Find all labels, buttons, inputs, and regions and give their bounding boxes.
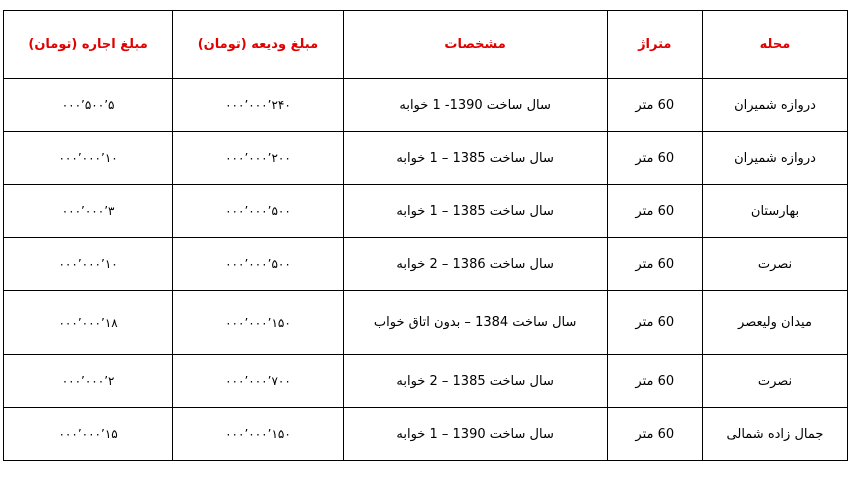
cell-deposit: ۱۵۰’۰۰۰’۰۰۰ xyxy=(172,290,344,355)
cell-deposit: ۵۰۰’۰۰۰’۰۰۰ xyxy=(172,237,344,291)
cell-deposit: ۲۴۰’۰۰۰’۰۰۰ xyxy=(172,78,344,132)
cell-deposit: ۵۰۰’۰۰۰’۰۰۰ xyxy=(172,184,344,238)
cell-area: بهارستان xyxy=(701,184,849,238)
cell-specs: سال ساخت 1390 – 1 خوابه xyxy=(342,407,608,461)
cell-specs: سال ساخت 1385 – 1 خوابه xyxy=(342,184,608,238)
cell-area: میدان ولیعصر xyxy=(701,290,849,355)
cell-size: 60 متر xyxy=(606,131,703,185)
cell-rent: ۳’۰۰۰’۰۰۰ xyxy=(2,184,174,238)
cell-deposit: ۷۰۰’۰۰۰’۰۰۰ xyxy=(172,354,344,408)
table-row: نصرت 60 متر سال ساخت 1385 – 2 خوابه ۷۰۰’۰۰۰… xyxy=(2,354,849,408)
cell-specs: سال ساخت 1390- 1 خوابه xyxy=(342,78,608,132)
table-row: دروازه شمیران 60 متر سال ساخت 1385 – 1 خوا… xyxy=(2,131,849,185)
header-rent: مبلغ اجاره (تومان) xyxy=(2,10,174,79)
cell-rent: ۱۰’۰۰۰’۰۰۰ xyxy=(2,131,174,185)
cell-rent: ۲’۰۰۰’۰۰۰ xyxy=(2,354,174,408)
cell-specs: سال ساخت 1384 – بدون اتاق خواب xyxy=(342,290,608,355)
cell-size: 60 متر xyxy=(606,407,703,461)
cell-rent: ۱۸’۰۰۰’۰۰۰ xyxy=(2,290,174,355)
cell-area: نصرت xyxy=(701,354,849,408)
cell-area: نصرت xyxy=(701,237,849,291)
cell-size: 60 متر xyxy=(606,184,703,238)
cell-specs: سال ساخت 1386 – 2 خوابه xyxy=(342,237,608,291)
cell-rent: ۵’۵۰۰’۰۰۰ xyxy=(2,78,174,132)
cell-area: دروازه شمیران xyxy=(701,131,849,185)
cell-area: دروازه شمیران xyxy=(701,78,849,132)
table-row: نصرت 60 متر سال ساخت 1386 – 2 خوابه ۵۰۰’۰۰۰… xyxy=(2,237,849,291)
cell-size: 60 متر xyxy=(606,290,703,355)
cell-size: 60 متر xyxy=(606,354,703,408)
cell-deposit: ۲۰۰’۰۰۰’۰۰۰ xyxy=(172,131,344,185)
header-specs: مشخصات xyxy=(342,10,608,79)
header-area: محله xyxy=(701,10,849,79)
cell-area: جمال زاده شمالی xyxy=(701,407,849,461)
table-row: بهارستان 60 متر سال ساخت 1385 – 1 خوابه ۵۰۰… xyxy=(2,184,849,238)
header-size: متراژ xyxy=(606,10,703,79)
rental-listings-table: محله متراژ مشخصات مبلغ ودیعه (تومان) مبل… xyxy=(2,10,849,461)
cell-specs: سال ساخت 1385 – 1 خوابه xyxy=(342,131,608,185)
cell-deposit: ۱۵۰’۰۰۰’۰۰۰ xyxy=(172,407,344,461)
cell-rent: ۱۰’۰۰۰’۰۰۰ xyxy=(2,237,174,291)
header-row: محله متراژ مشخصات مبلغ ودیعه (تومان) مبل… xyxy=(2,10,849,79)
table-row: جمال زاده شمالی 60 متر سال ساخت 1390 – 1 خ… xyxy=(2,407,849,461)
cell-size: 60 متر xyxy=(606,78,703,132)
cell-rent: ۱۵’۰۰۰’۰۰۰ xyxy=(2,407,174,461)
table-row: دروازه شمیران 60 متر سال ساخت 1390- 1 خواب… xyxy=(2,78,849,132)
cell-specs: سال ساخت 1385 – 2 خوابه xyxy=(342,354,608,408)
header-deposit: مبلغ ودیعه (تومان) xyxy=(172,10,344,79)
table-row: میدان ولیعصر 60 متر سال ساخت 1384 – بدون ا… xyxy=(2,290,849,355)
cell-size: 60 متر xyxy=(606,237,703,291)
